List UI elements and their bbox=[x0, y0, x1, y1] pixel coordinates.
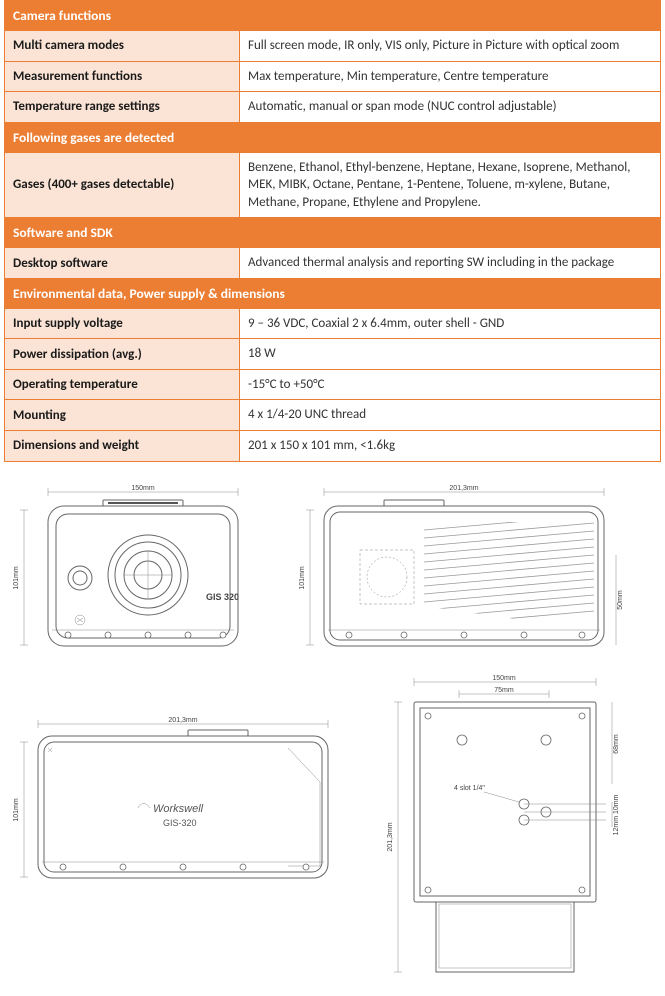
table-row: Measurement functionsMax temperature, Mi… bbox=[5, 61, 661, 92]
svg-text:101mm: 101mm bbox=[13, 798, 20, 822]
section-header: Software and SDK bbox=[5, 218, 661, 248]
spec-value: 4 x 1/4-20 UNC thread bbox=[240, 400, 661, 431]
svg-text:201,3mm: 201,3mm bbox=[168, 717, 197, 724]
technical-drawings: 150mm 101mm bbox=[0, 480, 665, 982]
table-row: Input supply voltage9 – 36 VDC, Coaxial … bbox=[5, 308, 661, 339]
svg-text:201,3mm: 201,3mm bbox=[449, 485, 478, 492]
table-row: Gases (400+ gases detectable)Benzene, Et… bbox=[5, 152, 661, 218]
spec-value: Max temperature, Min temperature, Centre… bbox=[240, 61, 661, 92]
spec-label: Mounting bbox=[5, 400, 240, 431]
svg-text:12mm 10mm: 12mm 10mm bbox=[613, 794, 620, 835]
spec-value: 201 x 150 x 101 mm, <1.6kg bbox=[240, 431, 661, 462]
table-row: Power dissipation (avg.)18 W bbox=[5, 339, 661, 370]
spec-value: Advanced thermal analysis and reporting … bbox=[240, 248, 661, 279]
table-row: Operating temperature-15°C to +50°C bbox=[5, 369, 661, 400]
drawing-side-profile: 201,3mm 101mm Workswell GIS-320 bbox=[8, 712, 348, 892]
svg-text:101mm: 101mm bbox=[13, 566, 20, 590]
drawing-bottom-view: 150mm 75mm 68mm 12mm 10mm 201,3mm bbox=[384, 672, 624, 982]
section-header: Camera functions bbox=[5, 1, 661, 31]
section-header: Following gases are detected bbox=[5, 122, 661, 152]
section-header: Environmental data, Power supply & dimen… bbox=[5, 278, 661, 308]
svg-text:GIS-320: GIS-320 bbox=[163, 818, 197, 828]
spec-label: Multi camera modes bbox=[5, 31, 240, 62]
table-row: Desktop softwareAdvanced thermal analysi… bbox=[5, 248, 661, 279]
svg-text:75mm: 75mm bbox=[494, 687, 514, 694]
table-row: Temperature range settingsAutomatic, man… bbox=[5, 92, 661, 123]
spec-value: 9 – 36 VDC, Coaxial 2 x 6.4mm, outer she… bbox=[240, 308, 661, 339]
spec-value: Benzene, Ethanol, Ethyl-benzene, Heptane… bbox=[240, 152, 661, 218]
spec-label: Measurement functions bbox=[5, 61, 240, 92]
spec-label: Power dissipation (avg.) bbox=[5, 339, 240, 370]
spec-label: Gases (400+ gases detectable) bbox=[5, 152, 240, 218]
table-row: Mounting4 x 1/4-20 UNC thread bbox=[5, 400, 661, 431]
drawing-side-cutaway: 201,3mm 101mm 50mm bbox=[294, 480, 624, 658]
svg-text:150mm: 150mm bbox=[492, 675, 516, 682]
spec-label: Operating temperature bbox=[5, 369, 240, 400]
drawing-front-view: 150mm 101mm bbox=[8, 480, 258, 658]
spec-label: Desktop software bbox=[5, 248, 240, 279]
svg-text:150mm: 150mm bbox=[131, 485, 155, 492]
table-row: Dimensions and weight201 x 150 x 101 mm,… bbox=[5, 431, 661, 462]
spec-label: Temperature range settings bbox=[5, 92, 240, 123]
table-row: Multi camera modesFull screen mode, IR o… bbox=[5, 31, 661, 62]
svg-text:50mm: 50mm bbox=[617, 590, 624, 610]
svg-text:GIS 320: GIS 320 bbox=[206, 592, 239, 602]
svg-text:4 slot 1/4": 4 slot 1/4" bbox=[454, 785, 485, 792]
svg-text:68mm: 68mm bbox=[613, 734, 620, 754]
svg-text:101mm: 101mm bbox=[299, 566, 306, 590]
spec-label: Dimensions and weight bbox=[5, 431, 240, 462]
svg-text:Workswell: Workswell bbox=[153, 803, 204, 815]
spec-value: Automatic, manual or span mode (NUC cont… bbox=[240, 92, 661, 123]
specification-table: Camera functionsMulti camera modesFull s… bbox=[4, 0, 661, 462]
spec-label: Input supply voltage bbox=[5, 308, 240, 339]
svg-text:201,3mm: 201,3mm bbox=[387, 822, 394, 851]
spec-value: -15°C to +50°C bbox=[240, 369, 661, 400]
spec-value: 18 W bbox=[240, 339, 661, 370]
spec-value: Full screen mode, IR only, VIS only, Pic… bbox=[240, 31, 661, 62]
